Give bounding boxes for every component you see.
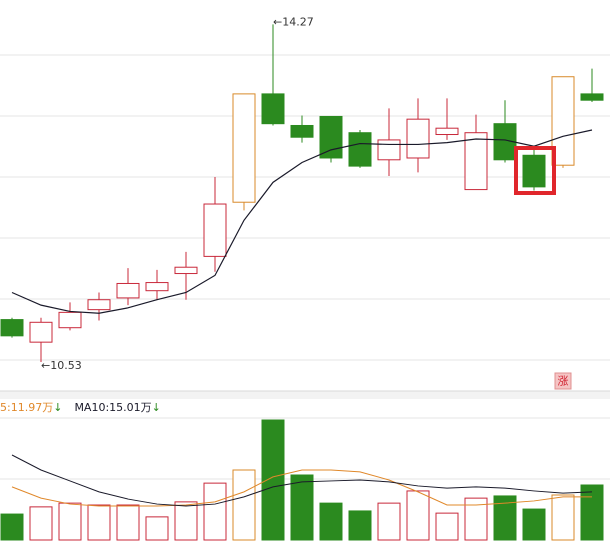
legend-arrow: ↓ [53,401,62,414]
candle-body [58,311,82,329]
volume-ma-line [11,469,592,507]
highlight-box [514,146,556,195]
volume-bar [348,510,372,541]
volume-bar [551,494,575,541]
volume-bar [522,508,546,541]
volume-bar [261,419,285,541]
ma-line [11,129,593,314]
volume-bar [87,504,111,541]
legend-entry: MA5:11.97万 [0,401,53,414]
candle-body [522,154,546,188]
volume-bar [58,502,82,541]
panel-separator [0,391,610,399]
candle-body [319,115,343,159]
volume-bar [290,474,314,541]
candle-body [232,93,256,203]
volume-bar [116,504,140,541]
volume-bar [406,490,430,541]
volume-bar [377,502,401,541]
candle-body [29,321,53,343]
legend-arrow: ↓ [152,401,161,414]
volume-bar [493,495,517,541]
candle-body [348,132,372,167]
candle-body [87,299,111,311]
price-grid [0,54,610,361]
volume-bar [174,501,198,541]
candle-body [203,203,227,257]
volume-bar [203,482,227,541]
candle-body [174,266,198,275]
price-annotation: ←14.27 [273,15,314,28]
volume-bar [580,484,604,541]
candle-body [464,132,488,191]
badge: 涨 [558,375,569,388]
volume-bar [0,513,24,541]
candle-body [406,118,430,159]
candle-body [116,282,140,299]
volume-bar [319,502,343,541]
candle-body [0,319,24,337]
volume-bar [29,506,53,541]
candle-body [145,282,169,292]
badge-box [554,372,572,390]
volume-bar [232,469,256,541]
volume-ma-line [11,454,593,507]
candle-body [435,127,459,136]
legend-entry: MA10:15.01万 [74,401,151,414]
candle-body [290,124,314,138]
candle-body [580,93,604,101]
candle-body [261,93,285,125]
volume-bar [435,512,459,541]
volume-bar [464,497,488,541]
volume-bar [145,516,169,541]
candle-body [551,76,575,166]
price-annotation: ←10.53 [41,359,82,372]
candle-body [377,139,401,161]
